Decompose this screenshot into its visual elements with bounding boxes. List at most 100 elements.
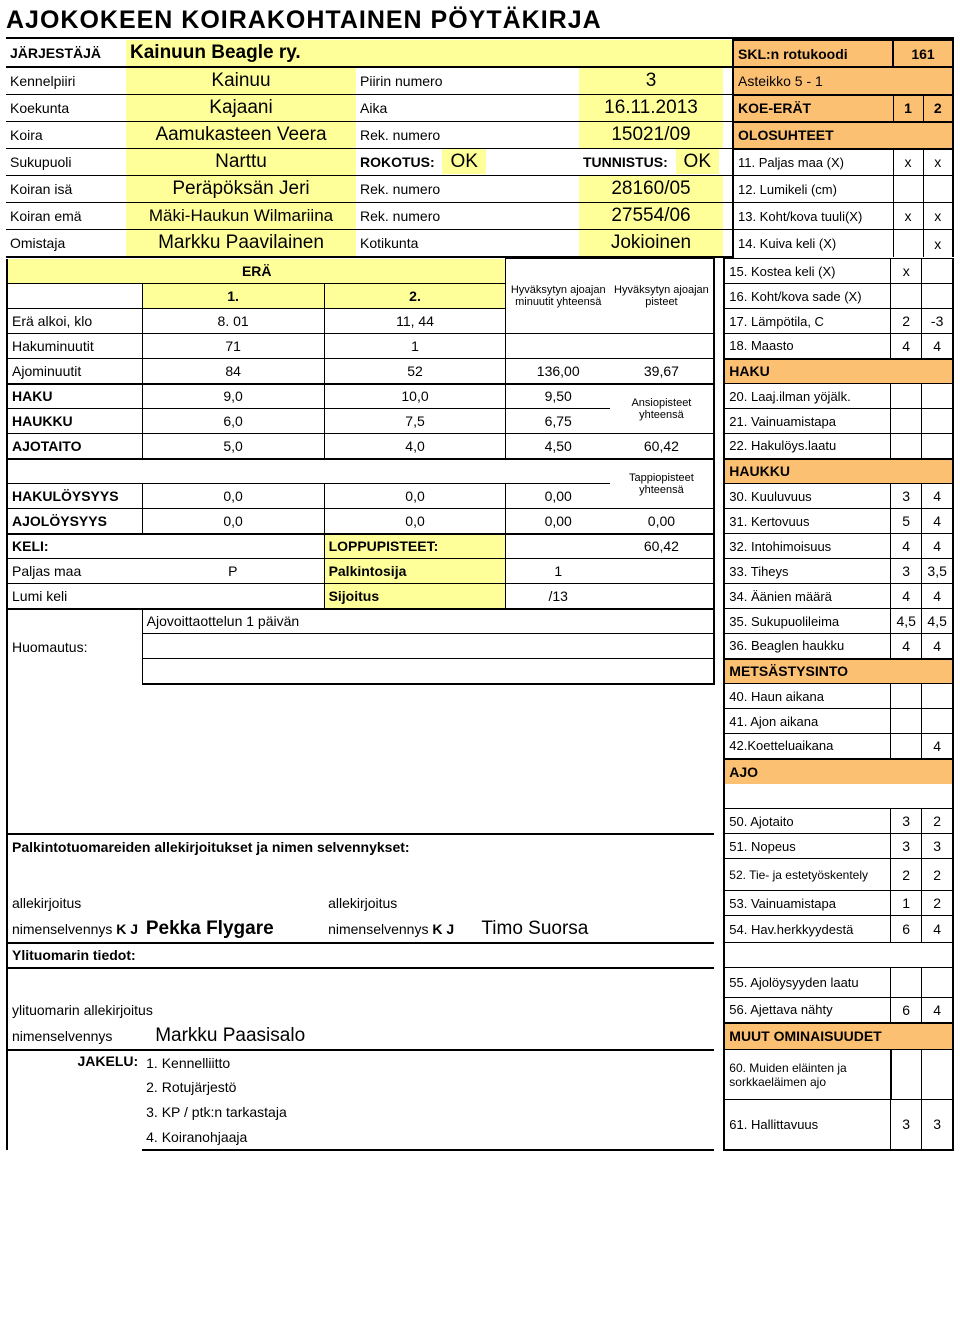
haku-v1: 9,0 <box>142 384 324 409</box>
sig-name1: Pekka Flygare <box>146 918 274 939</box>
val-r16b <box>922 284 953 309</box>
lbl-kotikunta: Kotikunta <box>356 230 579 258</box>
val-r36b: 4 <box>922 634 953 659</box>
val-r54b: 4 <box>922 916 953 943</box>
kj2: K J <box>432 921 454 937</box>
val-aika: 16.11.2013 <box>579 95 723 122</box>
haukku-v2: 7,5 <box>324 409 506 434</box>
val-kennelpiiri: Kainuu <box>126 67 356 95</box>
loppu-lbl: LOPPUPISTEET: <box>324 534 506 559</box>
val-r30b: 4 <box>922 484 953 509</box>
val-r22a <box>891 434 922 459</box>
lbl-r51: 51. Nopeus <box>724 834 890 859</box>
loppu-val: 60,42 <box>610 534 714 559</box>
lbl-r12: 12. Lumikeli (cm) <box>733 176 893 203</box>
kj1: K J <box>116 921 138 937</box>
yli-alle: ylituomarin allekirjoitus <box>7 998 324 1023</box>
val-r42b: 4 <box>922 734 953 759</box>
lbl-r13: 13. Koht/kova tuuli(X) <box>733 203 893 230</box>
lbl-r22: 22. Hakulöys.laatu <box>724 434 890 459</box>
lbl-aika: Aika <box>356 95 579 122</box>
muut-sec: MUUT OMINAISUUDET <box>724 1023 953 1050</box>
lbl-r56: 56. Ajettava nähty <box>724 998 890 1023</box>
paljas-val: P <box>142 559 324 584</box>
hl-v2: 0,0 <box>324 484 506 509</box>
val-r12a <box>893 176 923 203</box>
sig-title: Palkintotuomareiden allekirjoitukset ja … <box>7 834 714 859</box>
val-kotikunta: Jokioinen <box>579 230 723 258</box>
val-r41b <box>922 709 953 734</box>
val-r15a: x <box>891 259 922 284</box>
val-r31b: 4 <box>922 509 953 534</box>
val-r53b: 2 <box>922 891 953 916</box>
al-m: 0,00 <box>506 509 610 534</box>
keli-lbl: KELI: <box>7 534 142 559</box>
lbl-isa-rek: Rek. numero <box>356 176 579 203</box>
palkinto-lbl: Palkintosija <box>324 559 506 584</box>
lbl-r11: 11. Paljas maa (X) <box>733 149 893 176</box>
tappio-lbl: Tappiopisteet yhteensä <box>610 459 714 509</box>
val-r60b <box>922 1050 953 1100</box>
haukku-sec: HAUKKU <box>724 459 953 484</box>
header-table: JÄRJESTÄJÄ Kainuun Beagle ry. SKL:n rotu… <box>6 39 954 258</box>
val-r14a <box>893 230 923 258</box>
val-r34a: 4 <box>891 584 922 609</box>
sijoitus-val: /13 <box>506 584 610 609</box>
val-r52a: 2 <box>891 859 922 891</box>
lbl-r55: 55. Ajolöysyyden laatu <box>724 968 890 998</box>
val-ema-rek: 27554/06 <box>579 203 723 230</box>
val-isa-rek: 28160/05 <box>579 176 723 203</box>
val-tunnistus: OK <box>676 149 719 174</box>
nimen1-lbl: nimenselvennys <box>12 921 112 937</box>
val-r56b: 4 <box>922 998 953 1023</box>
lbl-koira: Koira <box>6 122 126 149</box>
hl-v1: 0,0 <box>142 484 324 509</box>
val-r51a: 3 <box>891 834 922 859</box>
lbl-r52: 52. Tie- ja estetyöskentely <box>724 859 890 891</box>
ajotaito-lbl: AJOTAITO <box>7 434 142 459</box>
lbl-isa: Koiran isä <box>6 176 126 203</box>
val-r11a: x <box>893 149 923 176</box>
lbl-ema: Koiran emä <box>6 203 126 230</box>
era-r1-lbl: Hakuminuutit <box>7 334 142 359</box>
val-ema: Mäki-Haukun Wilmariina <box>126 203 356 230</box>
val-r52b: 2 <box>922 859 953 891</box>
mets-sec: METSÄSTYSINTO <box>724 659 953 684</box>
val-r54a: 6 <box>891 916 922 943</box>
lbl-koekunta: Koekunta <box>6 95 126 122</box>
val-r14b: x <box>923 230 953 258</box>
val-r50a: 3 <box>891 809 922 834</box>
ansio-lbl: Ansiopisteet yhteensä <box>610 384 714 434</box>
val-r33b: 3,5 <box>922 559 953 584</box>
val-r32b: 4 <box>922 534 953 559</box>
val-r11b: x <box>923 149 953 176</box>
val-r20a <box>891 384 922 409</box>
yli-name: Markku Paasisalo <box>155 1025 305 1046</box>
lbl-r54: 54. Hav.herkkyydestä <box>724 916 890 943</box>
haku-v2: 10,0 <box>324 384 506 409</box>
val-r35b: 4,5 <box>922 609 953 634</box>
era-r2-v1: 84 <box>142 359 324 384</box>
val-r55b <box>922 968 953 998</box>
lbl-r18: 18. Maasto <box>724 334 890 359</box>
val-r42a <box>891 734 922 759</box>
lumi-lbl: Lumi keli <box>7 584 142 609</box>
val-sukupuoli: Narttu <box>126 149 356 176</box>
val-r21b <box>922 409 953 434</box>
haku-m: 9,50 <box>506 384 610 409</box>
lbl-r14: 14. Kuiva keli (X) <box>733 230 893 258</box>
val-r36a: 4 <box>891 634 922 659</box>
val-skl: 161 <box>893 40 953 67</box>
val-rokotus: OK <box>442 149 485 174</box>
lbl-skl: SKL:n rotukoodi <box>733 40 893 67</box>
val-r12b <box>923 176 953 203</box>
era-r1-v2: 1 <box>324 334 506 359</box>
era-r0-v1: 8. 01 <box>142 309 324 334</box>
val-isa: Peräpöksän Jeri <box>126 176 356 203</box>
lbl-r53: 53. Vainuamistapa <box>724 891 890 916</box>
val-r34b: 4 <box>922 584 953 609</box>
val-koira: Aamukasteen Veera <box>126 122 356 149</box>
al-v1: 0,0 <box>142 509 324 534</box>
val-r18b: 4 <box>922 334 953 359</box>
val-r21a <box>891 409 922 434</box>
